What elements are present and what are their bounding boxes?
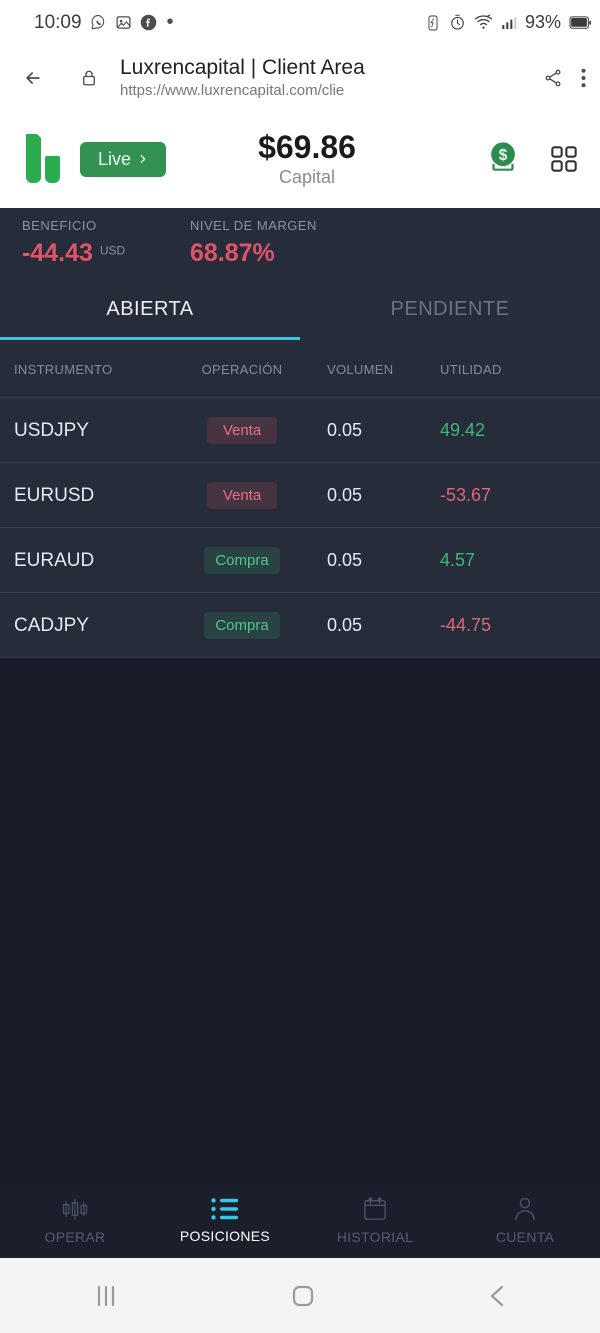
svg-text:$: $	[499, 147, 508, 164]
